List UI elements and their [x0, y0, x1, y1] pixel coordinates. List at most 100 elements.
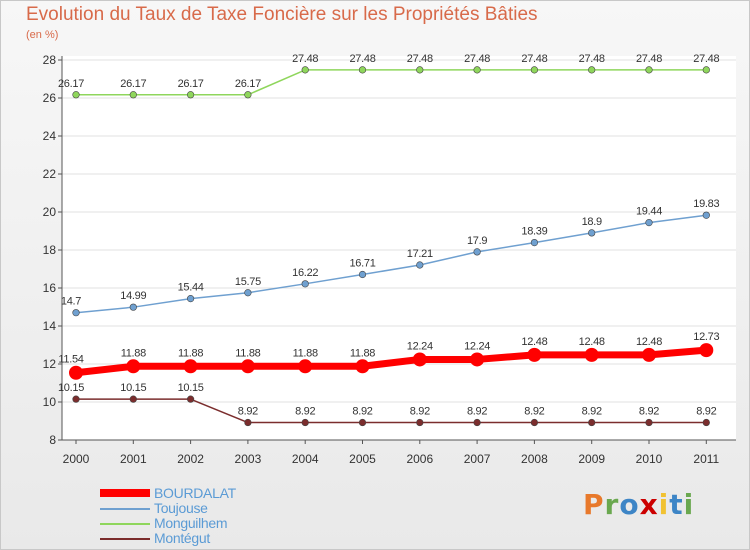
data-label: 11.88	[235, 347, 260, 359]
series-line-toujouse	[75, 214, 707, 314]
data-point	[702, 418, 710, 427]
x-tick-label: 2004	[292, 452, 319, 466]
data-point	[473, 418, 481, 427]
data-point	[645, 418, 653, 427]
chart-title: Evolution du Taux de Taxe Foncière sur l…	[26, 4, 538, 25]
data-label: 8.92	[467, 406, 487, 418]
data-point	[642, 347, 656, 362]
data-point	[301, 280, 309, 288]
data-point	[355, 359, 370, 374]
data-point	[584, 347, 599, 362]
data-point	[72, 395, 80, 403]
logo-letter: i	[683, 488, 695, 521]
data-point	[69, 365, 83, 380]
data-point	[588, 418, 596, 427]
data-point	[702, 211, 710, 219]
series-line-monguilhem	[76, 69, 707, 96]
x-tick-label: 2001	[120, 452, 147, 466]
y-tick-label: 28	[43, 53, 57, 67]
data-label: 8.92	[639, 406, 659, 418]
y-tick-label: 18	[43, 243, 57, 257]
data-point	[126, 359, 141, 374]
data-label: 8.92	[238, 406, 258, 418]
legend-swatch-toujouse	[100, 508, 150, 510]
legend-label-montegut: Montégut	[154, 530, 210, 546]
data-label: 16.71	[349, 258, 375, 270]
data-label: 12.24	[407, 340, 433, 352]
data-point	[645, 219, 653, 227]
data-label: 10.15	[178, 382, 204, 394]
data-label: 27.48	[407, 53, 433, 65]
data-label: 11.88	[121, 347, 146, 359]
data-label: 17.21	[407, 248, 433, 260]
data-label: 11.88	[178, 347, 203, 359]
data-point	[416, 261, 424, 269]
data-point	[183, 359, 198, 374]
y-tick-label: 8	[49, 433, 56, 447]
x-tick-label: 2002	[177, 452, 204, 466]
data-point	[412, 352, 427, 367]
data-label: 12.24	[464, 340, 490, 352]
data-point	[187, 295, 195, 303]
logo-letter: r	[604, 488, 620, 521]
proxiti-logo: Proxiti	[583, 488, 694, 521]
data-point	[358, 418, 367, 427]
x-tick-label: 2011	[693, 452, 719, 466]
data-label: 11.88	[350, 347, 375, 359]
data-label: 18.39	[521, 226, 547, 238]
series-line-montégut	[76, 398, 707, 424]
data-point	[244, 418, 252, 427]
x-tick-label: 2005	[349, 452, 376, 466]
data-label: 8.92	[582, 406, 602, 418]
data-point	[473, 248, 481, 256]
legend-label-bourdalat: BOURDALAT	[154, 485, 236, 501]
data-label: 14.7	[61, 296, 81, 308]
data-point	[530, 66, 539, 74]
data-label: 27.48	[464, 53, 490, 65]
logo-letter: x	[639, 488, 659, 521]
data-label: 17.9	[467, 235, 487, 247]
data-point	[240, 359, 255, 374]
data-point	[645, 66, 653, 74]
data-label: 8.92	[696, 406, 716, 418]
y-tick-label: 26	[43, 91, 57, 105]
data-point	[298, 359, 313, 374]
x-tick-label: 2000	[63, 452, 90, 466]
data-label: 14.99	[120, 290, 146, 302]
data-point	[470, 352, 485, 367]
legend-label-monguilhem: Monguilhem	[154, 515, 228, 531]
data-point	[72, 309, 80, 317]
y-tick-label: 14	[43, 319, 57, 333]
x-tick-label: 2008	[521, 452, 548, 466]
x-tick-label: 2006	[406, 452, 433, 466]
data-point	[301, 66, 309, 74]
y-tick-label: 16	[43, 281, 57, 295]
data-label: 8.92	[524, 406, 544, 418]
data-label: 19.44	[636, 206, 662, 218]
legend-swatch-bourdalat	[100, 489, 150, 497]
data-label: 8.92	[352, 406, 372, 418]
y-tick-label: 12	[43, 357, 57, 371]
data-point	[244, 289, 252, 297]
data-label: 8.92	[410, 406, 430, 418]
data-label: 27.48	[636, 53, 662, 65]
data-point	[527, 347, 542, 362]
data-point	[244, 91, 252, 99]
data-label: 11.88	[293, 347, 318, 359]
data-point	[187, 91, 195, 99]
x-tick-label: 2003	[235, 452, 262, 466]
data-label: 16.22	[292, 267, 318, 279]
data-point	[699, 343, 714, 358]
x-tick-label: 2009	[578, 452, 605, 466]
logo-letter: P	[583, 488, 605, 521]
data-label: 26.17	[58, 78, 84, 90]
logo-letter: o	[619, 488, 640, 521]
data-label: 12.48	[579, 336, 605, 348]
data-label: 27.48	[292, 53, 318, 65]
data-point	[416, 66, 424, 74]
y-tick-label: 22	[43, 167, 57, 181]
data-point	[416, 418, 424, 427]
data-label: 12.48	[636, 336, 662, 348]
logo-letter: t	[669, 488, 684, 521]
